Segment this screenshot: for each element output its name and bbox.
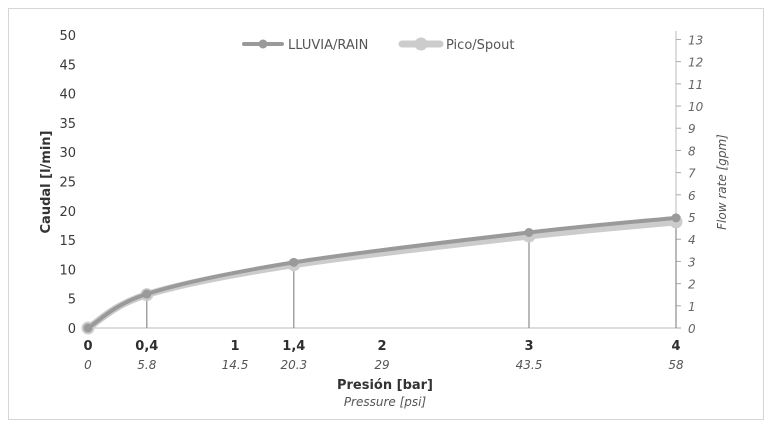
y2-axis-title: Flow rate [gpm] bbox=[715, 134, 729, 230]
y-tick-label: 10 bbox=[59, 263, 76, 278]
x-tick-label-psi: 29 bbox=[374, 358, 389, 372]
legend-label: LLUVIA/RAIN bbox=[288, 38, 368, 53]
series-line-1 bbox=[84, 218, 680, 332]
y2-tick-label: 4 bbox=[688, 233, 696, 247]
y2-tick-label: 2 bbox=[688, 278, 696, 292]
y2-tick-label: 11 bbox=[688, 78, 703, 92]
y-tick-label: 40 bbox=[59, 88, 76, 103]
y-tick-label: 45 bbox=[59, 58, 76, 73]
y-tick-label: 30 bbox=[59, 146, 76, 161]
data-point-series-0 bbox=[83, 323, 93, 333]
y-tick-label: 50 bbox=[59, 29, 76, 44]
x-tick-label: 0,4 bbox=[135, 339, 158, 354]
x-tick-label: 3 bbox=[524, 339, 533, 354]
y2-tick-label: 7 bbox=[688, 167, 696, 181]
x-tick-label-psi: 0 bbox=[84, 358, 92, 372]
y-tick-label: 5 bbox=[68, 293, 76, 308]
y-tick-label: 0 bbox=[68, 322, 76, 337]
data-point-series-0 bbox=[671, 213, 681, 223]
legend-swatch-marker bbox=[414, 37, 428, 51]
legend-label: Pico/Spout bbox=[446, 38, 514, 53]
y2-tick-label: 12 bbox=[688, 56, 703, 70]
y-tick-label: 25 bbox=[59, 176, 76, 191]
x-axis-subtitle: Pressure [psi] bbox=[344, 395, 427, 409]
y2-tick-label: 3 bbox=[688, 255, 696, 269]
data-point-series-0 bbox=[289, 257, 299, 267]
y-axis-title: Caudal [l/min] bbox=[39, 131, 54, 234]
x-tick-label: 1,4 bbox=[282, 339, 305, 354]
chart-frame bbox=[8, 8, 764, 420]
data-point-series-0 bbox=[524, 227, 534, 237]
y2-tick-label: 6 bbox=[688, 189, 696, 203]
y2-tick-label: 1 bbox=[688, 300, 696, 314]
x-tick-label: 0 bbox=[83, 339, 92, 354]
y-tick-label: 35 bbox=[59, 117, 76, 132]
x-tick-label: 4 bbox=[671, 339, 680, 354]
y2-tick-label: 9 bbox=[688, 122, 696, 136]
x-tick-label-psi: 14.5 bbox=[222, 358, 249, 372]
series-line-0 bbox=[86, 215, 678, 330]
x-axis-title: Presión [bar] bbox=[337, 378, 433, 393]
x-tick-label-psi: 43.5 bbox=[516, 358, 543, 372]
x-tick-label: 1 bbox=[230, 339, 239, 354]
x-tick-label: 2 bbox=[377, 339, 386, 354]
x-tick-label-psi: 58 bbox=[668, 358, 684, 372]
y2-tick-label: 0 bbox=[688, 322, 696, 336]
x-tick-label-psi: 5.8 bbox=[137, 358, 156, 372]
y-tick-label: 15 bbox=[59, 234, 76, 249]
y2-tick-label: 10 bbox=[688, 100, 704, 114]
x-tick-label-psi: 20.3 bbox=[280, 358, 307, 372]
y2-tick-label: 13 bbox=[688, 33, 703, 47]
data-point-series-0 bbox=[142, 289, 152, 299]
y2-tick-label: 8 bbox=[688, 144, 696, 158]
y-tick-label: 20 bbox=[59, 205, 76, 220]
legend-swatch-marker bbox=[258, 39, 268, 49]
y2-tick-label: 5 bbox=[688, 211, 696, 225]
